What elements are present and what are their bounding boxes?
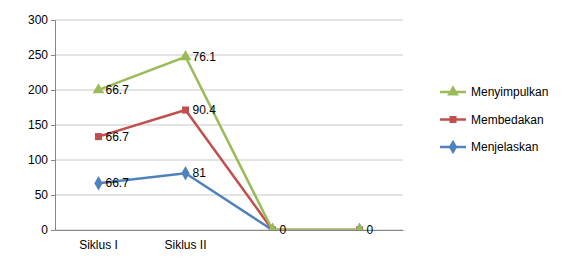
x-tick-label: Siklus I [79,238,118,252]
chart-container: 0 50 100 150 200 250 300 Siklus I Siklus II 66.7 7… [0,0,567,280]
y-tick: 300 [28,13,55,27]
legend-label: Membedakan [471,113,544,127]
data-label: 90.4 [193,103,217,117]
y-tick-mark [51,125,55,126]
y-tick: 200 [28,83,55,97]
legend-marker [447,85,459,95]
y-tick-label: 250 [28,48,48,62]
grid-line [55,20,403,21]
x-axis-line [56,230,404,231]
y-tick-label: 50 [35,188,49,202]
marker [94,176,102,190]
y-axis-line [51,21,56,231]
y-tick-mark [51,230,55,231]
series-line [99,110,360,230]
y-tick: 250 [28,48,55,62]
series-line [99,173,360,230]
plot-area [93,50,366,230]
y-tick-label: 0 [41,223,48,237]
y-tick-mark [51,195,55,196]
legend-label: Menjelaskan [471,140,538,154]
data-label: 66.7 [106,130,130,144]
grid-line [55,160,403,161]
grid-line [55,55,403,56]
marker [182,106,189,113]
y-tick: 0 [41,223,55,237]
chart: 0 50 100 150 200 250 300 Siklus I Siklus II 66.7 7… [0,0,567,280]
legend-marker [449,140,457,154]
data-label: 76.1 [193,50,217,64]
y-tick-mark [51,160,55,161]
marker [95,133,102,140]
legend-label: Menyimpulkan [471,85,548,99]
marker [354,223,366,230]
y-tick-label: 100 [28,153,48,167]
y-tick-mark [51,90,55,91]
marker [181,166,189,180]
x-tick: Siklus I [79,230,118,252]
data-label: 81 [193,166,207,180]
legend-item: Menjelaskan [440,140,538,154]
legend-item: Membedakan [440,113,544,127]
data-label: 0 [280,223,287,237]
x-axis: Siklus I Siklus II [56,230,404,252]
y-tick-mark [51,20,55,21]
marker [267,223,279,230]
grid [55,20,403,230]
y-tick: 50 [35,188,55,202]
data-label: 66.7 [106,83,130,97]
series-line [99,57,360,230]
grid-line [55,125,403,126]
y-tick-label: 300 [28,13,48,27]
data-labels: 66.7 76.1 0 0 66.7 90.4 66.7 81 [106,50,374,237]
y-axis: 0 50 100 150 200 250 300 [28,13,56,237]
legend-marker [449,116,456,123]
data-label: 0 [367,223,374,237]
y-tick: 100 [28,153,55,167]
data-label: 66.7 [106,176,130,190]
y-tick-label: 150 [28,118,48,132]
y-tick-mark [51,55,55,56]
legend-item: Menyimpulkan [440,85,548,99]
y-tick: 150 [28,118,55,132]
x-tick: Siklus II [164,230,206,252]
x-tick-label: Siklus II [164,238,206,252]
legend: Menyimpulkan Membedakan Menjelaskan [440,85,548,154]
marker [180,50,192,60]
grid-line [55,195,403,196]
y-tick-label: 200 [28,83,48,97]
marker [93,83,105,93]
